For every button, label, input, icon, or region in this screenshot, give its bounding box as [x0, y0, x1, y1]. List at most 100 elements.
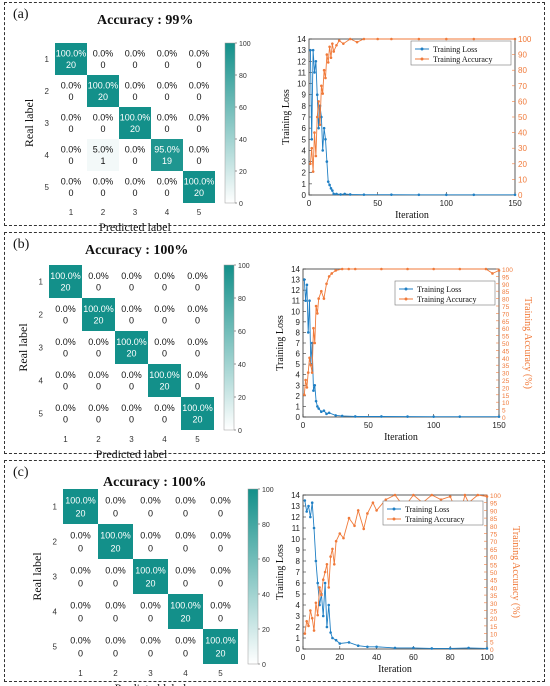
accuracy-point	[362, 527, 366, 531]
legend-label: Training Accuracy	[433, 55, 492, 64]
cm-cell-count: 0	[183, 578, 188, 588]
y2-tick-label: 25	[490, 609, 498, 616]
cm-cell-count: 0	[183, 648, 188, 658]
loss-point	[322, 409, 326, 412]
legend-marker	[404, 297, 408, 301]
cm-xtick-label: 2	[101, 208, 106, 217]
cm-cell-count: 0	[162, 316, 167, 326]
cm-cell	[151, 75, 183, 107]
cm-cell-percent: 0.0%	[125, 176, 146, 186]
y2-tick-label: 5	[502, 408, 506, 415]
accuracy-point	[484, 267, 488, 271]
accuracy-point	[342, 42, 345, 45]
loss-point	[485, 647, 489, 650]
y-tick-label: 3	[296, 381, 301, 390]
cm-cell	[119, 171, 151, 203]
y-tick-label: 11	[292, 524, 301, 533]
accuracy-point	[322, 297, 326, 300]
cm-cell-count: 0	[164, 60, 169, 70]
x-tick-label: 0	[301, 421, 306, 430]
cm-cell-count: 0	[113, 578, 118, 588]
accuracy-point	[318, 123, 322, 127]
accuracy-line	[303, 268, 500, 395]
y-tick-label: 10	[291, 535, 300, 544]
cm-cell	[133, 594, 168, 629]
loss-point	[325, 160, 329, 163]
cm-cell	[151, 107, 183, 139]
y-tick-label: 10	[297, 80, 306, 89]
cm-cell-count: 20	[215, 648, 225, 658]
cm-cell	[63, 559, 98, 594]
colorbar-tick-label: 60	[239, 105, 247, 112]
y2-tick-label: 75	[490, 532, 498, 539]
cm-cell-percent: 0.0%	[121, 403, 142, 413]
accuracy-point	[463, 493, 467, 497]
cm-cell-percent: 0.0%	[210, 496, 231, 506]
accuracy-point	[347, 516, 351, 520]
cm-cell-count: 0	[78, 648, 83, 658]
loss-point	[314, 559, 318, 563]
y-tick-label: 6	[296, 579, 301, 588]
cm-cell-count: 0	[132, 60, 137, 70]
y2-tick-label: 40	[490, 585, 498, 592]
cm-cell	[168, 629, 203, 664]
accuracy-point	[326, 61, 330, 64]
cm-cell-count: 0	[96, 415, 101, 425]
loss-point	[497, 415, 501, 418]
cm-cell-percent: 100.0%	[120, 112, 151, 122]
training-chart-b: 0123456789101112131405101520253035404550…	[275, 265, 533, 443]
y-tick-label: 1	[302, 180, 307, 189]
cm-cell-percent: 0.0%	[175, 496, 196, 506]
y2-tick-label: 0	[490, 647, 494, 654]
y2-tick-label: 85	[502, 289, 510, 296]
y-tick-label: 9	[296, 318, 301, 327]
cm-xtick-label: 2	[96, 435, 101, 444]
cm-cell-percent: 0.0%	[61, 80, 82, 90]
y2-axis-label: Training Accuracy (%)	[522, 297, 533, 389]
training-chart-a: 0123456789101112131401020304050607080901…	[281, 35, 532, 221]
cm-cell-count: 0	[183, 543, 188, 553]
cm-cell-count: 0	[96, 349, 101, 359]
cm-cell-percent: 0.0%	[175, 566, 196, 576]
cm-cell-count: 0	[218, 508, 223, 518]
loss-point	[338, 642, 342, 645]
accuracy-point	[355, 40, 359, 44]
legend-label: Training Accuracy	[417, 295, 476, 304]
accuracy-point	[332, 50, 336, 53]
cm-cell	[82, 397, 115, 430]
cm-cell	[49, 364, 82, 397]
cm-cell-count: 0	[96, 283, 101, 293]
accuracy-point	[329, 56, 333, 60]
cm-cell-count: 0	[218, 613, 223, 623]
accuracy-point	[314, 304, 318, 308]
accuracy-point	[305, 619, 308, 623]
x-tick-label: 50	[373, 199, 382, 208]
cm-cell-percent: 0.0%	[157, 112, 178, 122]
y2-tick-label: 55	[490, 562, 498, 569]
cm-cell-percent: 100.0%	[50, 271, 81, 281]
y-tick-label: 12	[291, 513, 300, 522]
y-tick-label: 12	[291, 286, 300, 295]
loss-point	[458, 415, 462, 418]
cm-cell-count: 20	[130, 124, 140, 134]
y2-tick-label: 60	[502, 326, 510, 333]
cm-ytick-label: 4	[53, 608, 58, 617]
y-tick-label: 10	[291, 307, 300, 316]
accuracy-point	[322, 68, 326, 72]
loss-point	[343, 192, 347, 196]
y-tick-label: 2	[296, 623, 301, 632]
panel-b: (b) Accuracy : 100% 100.0% 20 0.0% 0 0.0% 0 0.…	[4, 232, 545, 461]
cm-cell-percent: 100.0%	[116, 337, 147, 347]
colorbar	[247, 488, 259, 665]
loss-point	[307, 504, 310, 508]
loss-point	[467, 646, 470, 650]
panel-c: (c) Accuracy : 100% 100.0% 20 0.0% 0 0.0% 0 0.…	[4, 460, 545, 686]
legend-marker	[420, 57, 424, 61]
loss-point	[332, 192, 336, 196]
cm-cell-count: 0	[148, 613, 153, 623]
y2-tick-label: 30	[518, 144, 527, 153]
cm-cell-percent: 0.0%	[175, 636, 196, 646]
cm-cell-count: 0	[113, 613, 118, 623]
accuracy-point	[342, 536, 345, 540]
y2-tick-label: 90	[518, 51, 527, 60]
